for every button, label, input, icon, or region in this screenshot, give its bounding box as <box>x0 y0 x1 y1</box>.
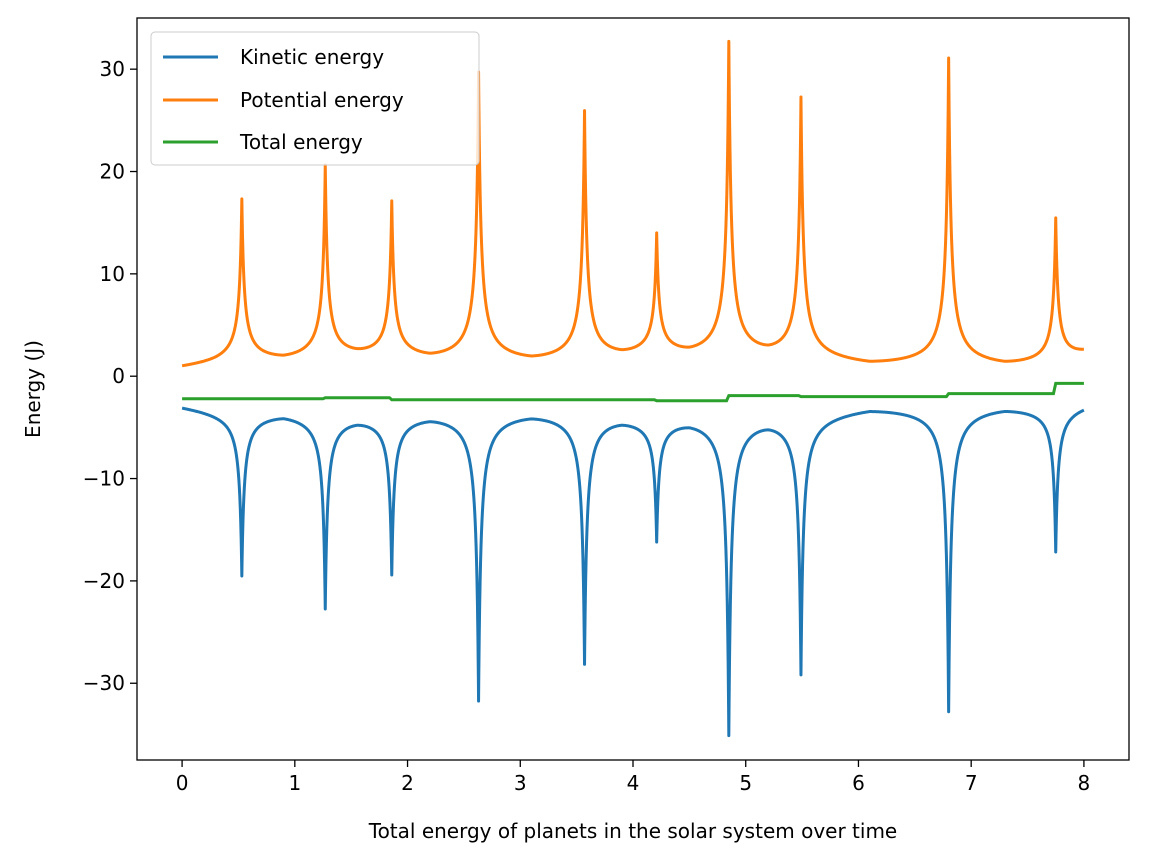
y-tick-label: 10 <box>100 262 125 286</box>
x-tick-label: 7 <box>965 771 978 795</box>
legend-label-potential: Potential energy <box>240 88 404 112</box>
x-axis-label: Total energy of planets in the solar sys… <box>368 819 897 843</box>
x-tick-label: 4 <box>627 771 640 795</box>
plot-area <box>181 39 1085 738</box>
kinetic-energy-line <box>181 406 1085 738</box>
legend-box <box>150 31 480 166</box>
y-tick-label: 20 <box>100 160 125 184</box>
y-tick-label: 30 <box>100 57 125 81</box>
x-tick-label: 5 <box>739 771 752 795</box>
total-energy-line <box>182 381 1084 403</box>
y-tick-label: 0 <box>112 364 125 388</box>
potential-energy-line <box>181 39 1085 368</box>
x-tick-label: 3 <box>514 771 527 795</box>
legend: Kinetic energy Potential energy Total en… <box>150 31 480 166</box>
y-axis-label: Energy (J) <box>21 340 45 438</box>
x-tick-label: 1 <box>288 771 301 795</box>
x-tick-label: 0 <box>176 771 189 795</box>
y-tick-label: −20 <box>83 569 125 593</box>
legend-label-kinetic: Kinetic energy <box>240 45 384 69</box>
x-axis-ticks: 0 1 2 3 4 5 6 7 8 <box>176 760 1091 795</box>
x-tick-label: 8 <box>1078 771 1091 795</box>
y-tick-label: −30 <box>83 671 125 695</box>
y-tick-label: −10 <box>83 467 125 491</box>
x-tick-label: 2 <box>401 771 414 795</box>
legend-label-total: Total energy <box>239 130 363 154</box>
y-axis-ticks: −30 −20 −10 0 10 20 30 <box>83 57 137 695</box>
x-tick-label: 6 <box>852 771 865 795</box>
